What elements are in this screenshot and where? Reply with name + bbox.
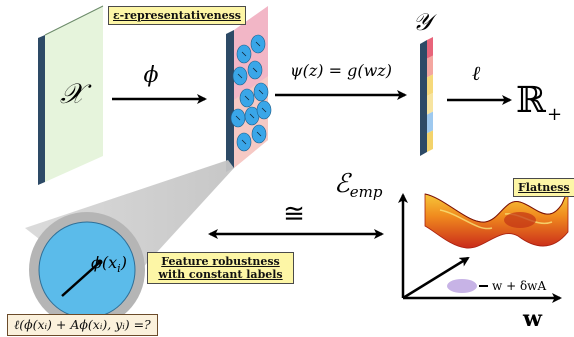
input-panel-edge xyxy=(38,35,45,185)
empirical-error-label: ℰemp xyxy=(334,169,383,201)
congruence-symbol: ≅ xyxy=(283,199,305,229)
label-stripe xyxy=(427,37,433,59)
feature-point-circle: ϕ(xi) xyxy=(29,212,145,328)
loss-question-box: ℓ(ϕ(xᵢ) + Aϕ(xᵢ), yᵢ) =? xyxy=(7,314,158,336)
label-panel-edge xyxy=(420,40,427,156)
weights-axis-label: w xyxy=(522,306,543,332)
perturbation-region xyxy=(447,279,477,293)
label-space-panel: 𝒴 xyxy=(413,8,438,156)
robustness-line-2: with constant labels xyxy=(158,268,283,281)
reals-label: ℝ xyxy=(516,80,547,121)
label-stripe xyxy=(427,93,433,115)
depth-axis xyxy=(402,256,470,300)
feature-point-label: ϕ(xi) xyxy=(91,253,127,275)
perturbation-arrow-line xyxy=(61,261,101,297)
feature-panel-edge xyxy=(226,30,234,172)
label-stripe xyxy=(427,74,433,96)
input-space-panel: 𝒳 xyxy=(38,5,104,185)
phi-label: ϕ xyxy=(144,63,159,88)
representativeness-box: ε-representativeness xyxy=(108,6,246,25)
label-stripe xyxy=(427,55,433,78)
loss-surface xyxy=(424,189,569,249)
robustness-line-1: Feature robustness xyxy=(161,255,280,268)
input-panel-face xyxy=(45,6,103,182)
robustness-box: Feature robustness with constant labels xyxy=(147,252,294,284)
reals-subscript: + xyxy=(547,104,562,125)
label-stripe xyxy=(427,130,433,152)
psi-label: ψ(z) = g(wz) xyxy=(290,61,392,80)
flatness-box: Flatness xyxy=(513,178,574,197)
label-stripe xyxy=(427,111,433,134)
label-space-label: 𝒴 xyxy=(413,8,438,36)
feature-space-panel xyxy=(226,6,272,172)
feature-clusters xyxy=(230,34,272,152)
loss-label: ℓ xyxy=(472,61,481,85)
feature-point-dot xyxy=(97,259,103,265)
perturbation-label: w + δwA xyxy=(492,279,546,293)
label-stripes xyxy=(427,37,433,152)
